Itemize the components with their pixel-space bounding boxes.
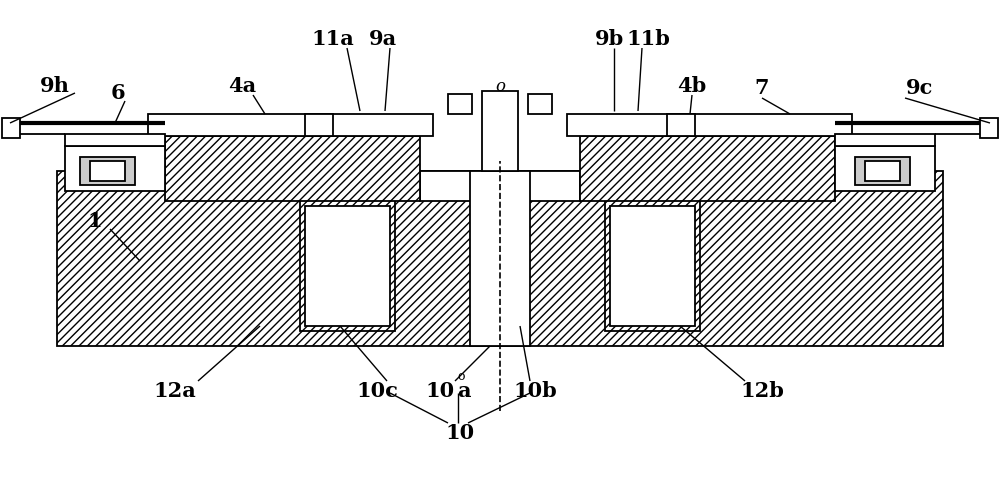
Text: 10b: 10b (513, 381, 557, 401)
Bar (165, 136, 420, 201)
Text: 11a: 11a (312, 29, 354, 49)
Bar (980, 118, 998, 138)
Bar (470, 171, 530, 346)
Text: 4a: 4a (228, 76, 256, 96)
Text: a: a (457, 381, 471, 401)
Text: 9h: 9h (40, 76, 70, 96)
Bar (148, 114, 433, 136)
Bar (482, 91, 518, 171)
Bar (2, 118, 20, 138)
Text: 7: 7 (755, 78, 769, 98)
Text: 10: 10 (445, 423, 475, 443)
Bar (65, 134, 165, 146)
Text: 4b: 4b (677, 76, 707, 96)
Bar (667, 114, 695, 136)
Text: 12b: 12b (740, 381, 784, 401)
Bar (90, 161, 125, 181)
Bar (610, 206, 695, 326)
Text: 10: 10 (425, 381, 455, 401)
Bar (300, 196, 395, 331)
Bar (420, 171, 580, 201)
Bar (605, 196, 700, 331)
Text: 11b: 11b (626, 29, 670, 49)
Bar (57, 171, 943, 346)
Bar (865, 161, 900, 181)
Text: 6: 6 (111, 83, 125, 103)
Bar (305, 206, 390, 326)
Bar (580, 136, 835, 201)
Bar (855, 157, 910, 185)
Bar (80, 157, 135, 185)
Text: 10c: 10c (356, 381, 398, 401)
Bar (835, 134, 935, 146)
Bar (448, 94, 472, 114)
Text: 9c: 9c (906, 78, 934, 98)
Bar (567, 114, 852, 136)
Text: 9b: 9b (595, 29, 625, 49)
Text: 9a: 9a (369, 29, 397, 49)
Bar (835, 146, 935, 191)
Bar (528, 94, 552, 114)
Text: 1: 1 (88, 211, 102, 231)
Text: o: o (457, 371, 465, 383)
Text: o: o (495, 78, 505, 95)
Text: 12a: 12a (154, 381, 196, 401)
Bar (65, 146, 165, 191)
Bar (305, 114, 333, 136)
